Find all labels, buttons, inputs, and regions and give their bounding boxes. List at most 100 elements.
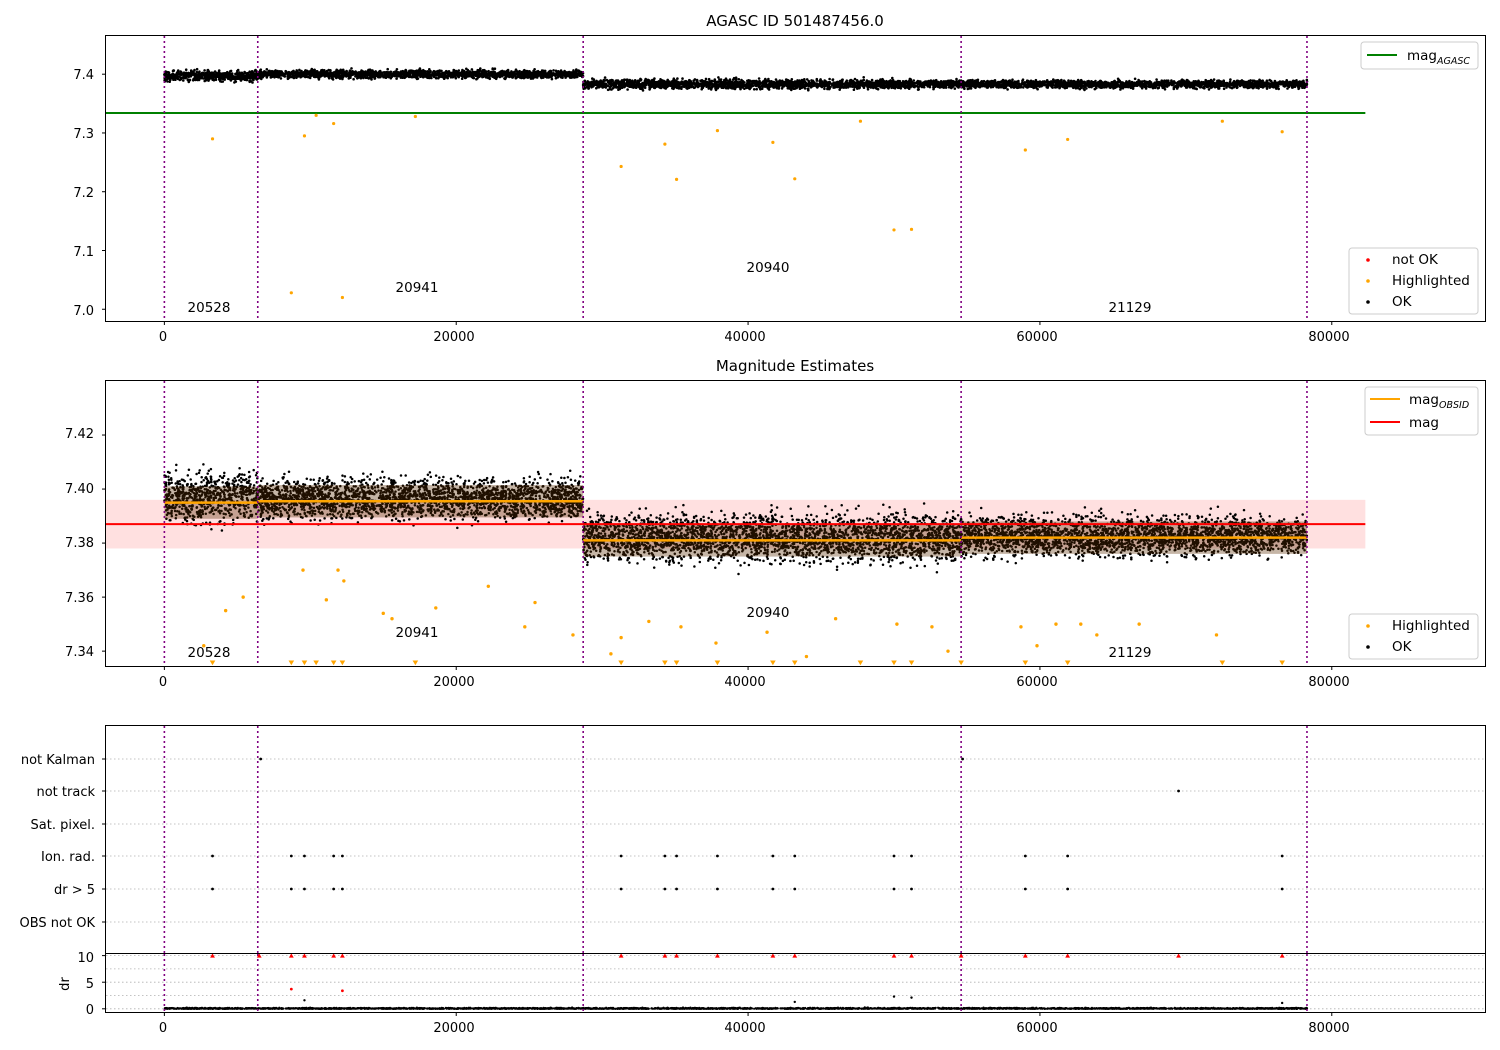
ok-point bbox=[564, 76, 567, 79]
ok-point bbox=[465, 67, 468, 71]
ok-point bbox=[763, 81, 767, 84]
ok-point bbox=[184, 68, 188, 71]
ok-point bbox=[521, 72, 524, 76]
ok-point bbox=[638, 86, 641, 89]
ok-point bbox=[881, 77, 884, 81]
ok-point bbox=[463, 76, 467, 80]
ok-point bbox=[807, 83, 810, 86]
ok-point bbox=[786, 82, 790, 85]
ok-point bbox=[889, 84, 892, 88]
ok-point bbox=[367, 77, 371, 80]
ok-point bbox=[479, 74, 483, 77]
ok-point bbox=[950, 81, 953, 84]
ok-point bbox=[704, 83, 707, 87]
ok-point bbox=[920, 84, 923, 87]
ok-point bbox=[186, 78, 190, 81]
ok-point bbox=[193, 72, 197, 76]
ok-point bbox=[306, 72, 310, 75]
ok-point bbox=[795, 86, 798, 90]
ok-point bbox=[549, 74, 553, 78]
ok-point bbox=[911, 81, 915, 85]
ok-point bbox=[487, 69, 490, 73]
ok-point bbox=[859, 79, 863, 83]
ok-point bbox=[416, 77, 420, 80]
ok-point bbox=[473, 71, 476, 74]
ok-point bbox=[453, 73, 456, 76]
ok-point bbox=[628, 85, 632, 88]
ok-point bbox=[419, 72, 422, 76]
ok-point bbox=[612, 82, 615, 86]
ok-point bbox=[276, 69, 280, 73]
panel-1-plot-area bbox=[102, 36, 1366, 325]
ok-point bbox=[234, 76, 237, 80]
ok-point bbox=[637, 79, 641, 82]
ok-point bbox=[207, 77, 211, 80]
ok-point bbox=[511, 76, 514, 79]
ok-point bbox=[350, 67, 353, 70]
ok-point bbox=[680, 85, 683, 89]
ok-point bbox=[696, 83, 699, 86]
ok-point bbox=[677, 81, 680, 84]
ok-point bbox=[219, 77, 223, 80]
ok-point bbox=[700, 79, 703, 82]
ok-point bbox=[309, 74, 313, 78]
ok-point bbox=[609, 82, 612, 85]
ok-point bbox=[457, 69, 461, 72]
ok-point bbox=[824, 80, 828, 83]
ok-point bbox=[251, 81, 254, 84]
ok-point bbox=[634, 86, 638, 89]
ok-point bbox=[540, 73, 543, 76]
ok-point bbox=[197, 76, 200, 79]
ok-point bbox=[307, 75, 310, 79]
ok-point bbox=[862, 85, 865, 88]
ok-point bbox=[199, 75, 203, 79]
ok-point bbox=[926, 83, 929, 86]
ok-point bbox=[370, 75, 374, 79]
ok-point bbox=[384, 73, 388, 77]
ok-point bbox=[428, 76, 431, 80]
ok-point bbox=[279, 77, 283, 80]
ok-point bbox=[593, 82, 597, 85]
ok-point bbox=[361, 72, 364, 76]
ok-point bbox=[723, 83, 727, 86]
ok-point bbox=[939, 80, 943, 83]
ok-point bbox=[823, 87, 826, 91]
ok-point bbox=[292, 69, 295, 73]
ok-point bbox=[815, 85, 818, 88]
ok-point bbox=[493, 67, 497, 70]
ok-point bbox=[181, 76, 185, 79]
ok-point bbox=[553, 72, 557, 76]
ok-point bbox=[755, 87, 758, 91]
ok-point bbox=[748, 87, 751, 91]
ok-point bbox=[606, 88, 610, 92]
ok-point bbox=[614, 83, 618, 87]
ok-point bbox=[892, 82, 895, 85]
ok-point bbox=[953, 80, 956, 84]
ok-point bbox=[236, 76, 239, 80]
ok-point bbox=[209, 71, 213, 75]
ok-point bbox=[951, 84, 955, 88]
ok-point bbox=[364, 71, 368, 74]
ok-point bbox=[865, 84, 868, 87]
ok-point bbox=[776, 81, 779, 85]
ok-point bbox=[495, 73, 498, 76]
ok-point bbox=[639, 83, 642, 87]
ok-point bbox=[718, 78, 721, 81]
ok-point bbox=[470, 68, 474, 71]
ok-point bbox=[279, 70, 283, 74]
ok-point bbox=[800, 86, 803, 90]
ok-point bbox=[814, 82, 817, 85]
ok-point bbox=[656, 82, 660, 85]
ok-point bbox=[259, 68, 263, 71]
ok-point bbox=[766, 85, 769, 89]
ok-point bbox=[250, 71, 253, 75]
ok-point bbox=[925, 80, 929, 83]
ok-point bbox=[577, 72, 581, 75]
ok-point bbox=[815, 79, 819, 82]
ok-point bbox=[570, 76, 573, 79]
ok-point bbox=[529, 73, 532, 76]
ok-point bbox=[947, 83, 951, 87]
ok-point bbox=[628, 78, 632, 82]
ok-point bbox=[802, 80, 806, 83]
